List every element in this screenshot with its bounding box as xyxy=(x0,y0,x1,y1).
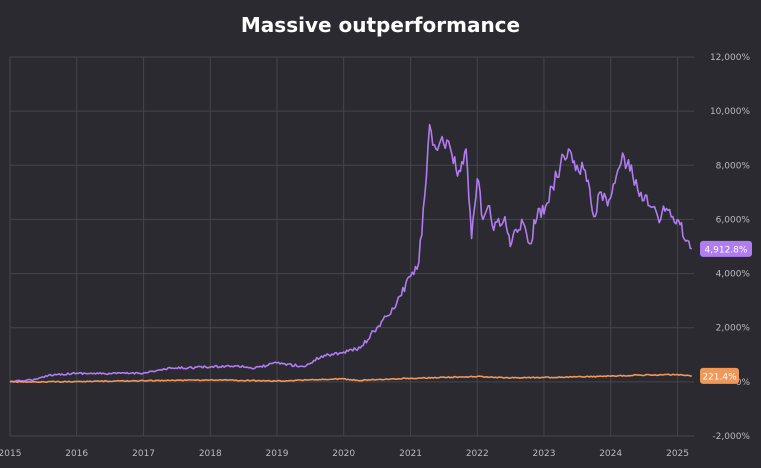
x-tick-label: 2022 xyxy=(466,449,489,459)
x-tick-label: 2015 xyxy=(0,449,21,459)
y-tick-labels: -2,000% 0% 2,000% 4,000% 6,000% 8,000% 10,000%… xyxy=(710,53,750,442)
series-line xyxy=(9,373,692,384)
x-tick-label: 2018 xyxy=(199,449,222,459)
x-tick-label: 2019 xyxy=(266,449,289,459)
y-tick-label: 8,000% xyxy=(716,161,751,171)
y-tick-label: 10,000% xyxy=(710,107,750,117)
grid-lines xyxy=(9,56,694,437)
series-end-label: 4,912.8% xyxy=(705,245,748,255)
y-tick-label: 6,000% xyxy=(716,215,751,225)
series-group xyxy=(9,123,693,384)
end-labels: 4,912.8% 221.4% xyxy=(700,240,752,384)
x-tick-label: 2023 xyxy=(533,449,556,459)
series-line xyxy=(9,123,693,383)
y-tick-label: -2,000% xyxy=(712,432,750,442)
y-tick-label: 12,000% xyxy=(710,53,750,63)
x-tick-labels: 2015 2016 2017 2018 2019 2020 2021 2022 2023 2024… xyxy=(0,449,689,459)
x-tick-label: 2020 xyxy=(332,449,355,459)
x-tick-label: 2017 xyxy=(132,449,155,459)
series-end-badge xyxy=(700,367,739,384)
y-tick-label: 4,000% xyxy=(716,270,751,280)
chart-title: Massive outperformance xyxy=(241,13,520,37)
series-end-badge xyxy=(700,240,752,257)
y-tick-label: 2,000% xyxy=(716,324,751,334)
series-end-label: 221.4% xyxy=(702,372,737,382)
x-tick-label: 2025 xyxy=(666,449,689,459)
x-tick-label: 2021 xyxy=(399,449,422,459)
x-tick-label: 2024 xyxy=(599,449,622,459)
y-tick-label: 0% xyxy=(736,378,751,388)
x-tick-label: 2016 xyxy=(65,449,88,459)
